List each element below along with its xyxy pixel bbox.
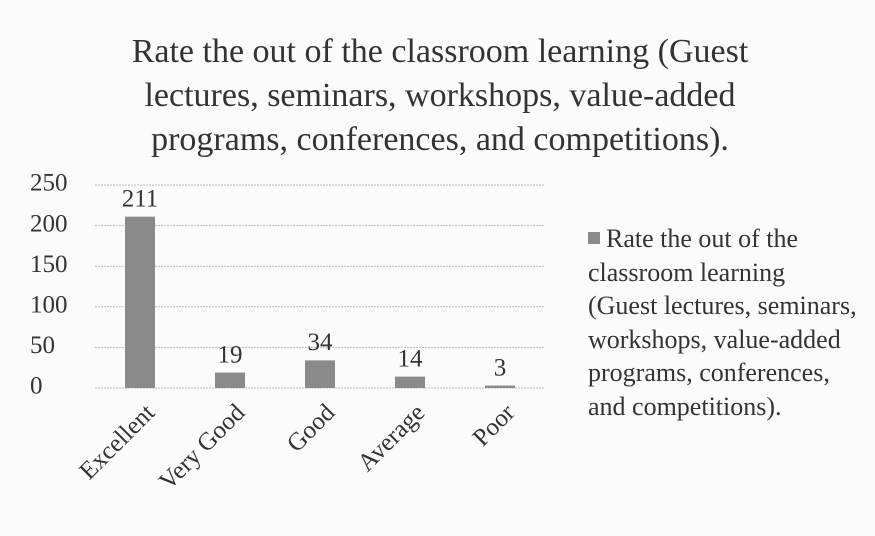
bar [485,385,515,388]
bar [395,376,425,388]
x-tick-label: Excellent [74,399,160,485]
x-tick-label: Very Good [154,399,251,496]
bar [125,216,155,388]
y-tick-label: 200 [30,210,68,237]
legend-key [588,232,600,244]
legend-label: Rate the out of the classroom learning (… [588,224,857,421]
data-label: 14 [398,345,424,372]
bar [305,360,335,388]
legend: Rate the out of the classroom learning (… [588,222,858,423]
x-tick-label: Average [353,399,431,477]
x-tick-label: Good [282,399,341,458]
x-tick-label: Poor [468,399,521,452]
chart-title: Rate the out of the classroom learning (… [131,33,749,158]
data-label: 19 [218,341,243,368]
data-label: 3 [494,354,507,381]
y-tick-label: 0 [30,373,43,400]
bar [215,372,245,388]
data-label: 211 [122,185,159,212]
data-label: 34 [308,329,334,356]
y-tick-label: 50 [30,332,55,359]
y-tick-label: 150 [30,251,68,278]
y-tick-label: 250 [30,170,68,197]
y-tick-label: 100 [30,292,68,319]
